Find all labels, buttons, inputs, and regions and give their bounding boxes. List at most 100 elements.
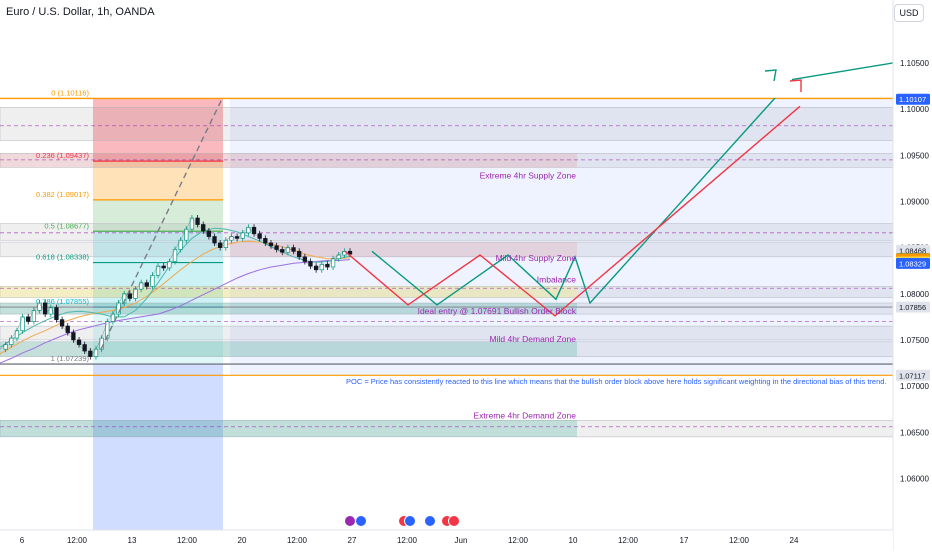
price-tag-box bbox=[896, 93, 930, 105]
candle-body bbox=[122, 293, 127, 304]
imbalance-label: Imbalance bbox=[537, 274, 576, 284]
candle-body bbox=[223, 239, 228, 248]
candle-body bbox=[9, 337, 14, 345]
x-tick-label: 12:00 bbox=[397, 536, 418, 545]
mild-demand-zone-fill bbox=[0, 341, 577, 357]
event-icon bbox=[355, 515, 367, 527]
extreme-demand-zone-fill bbox=[0, 420, 577, 437]
candle-body bbox=[268, 242, 274, 247]
candle-body bbox=[336, 254, 341, 260]
supply-band-upper bbox=[0, 223, 894, 241]
x-tick-label: 12:00 bbox=[177, 536, 198, 545]
candle-body bbox=[20, 316, 25, 332]
projection-path-0 bbox=[371, 97, 776, 306]
x-tick-label: 17 bbox=[680, 536, 689, 545]
y-tick-label: 1.09000 bbox=[900, 197, 929, 206]
candle-body bbox=[229, 236, 234, 241]
y-tick-label: 1.10000 bbox=[900, 105, 929, 114]
projection-path-1 bbox=[344, 105, 801, 317]
candle-body bbox=[302, 256, 307, 262]
x-tick-label: 6 bbox=[20, 536, 25, 545]
candle-body bbox=[178, 239, 183, 250]
candle-body bbox=[280, 249, 285, 253]
candle-body bbox=[37, 302, 42, 311]
candle-body bbox=[172, 249, 178, 262]
candle-body bbox=[110, 313, 116, 322]
candle-body bbox=[127, 293, 132, 299]
price-path bbox=[0, 217, 351, 357]
price-axis-background bbox=[893, 0, 932, 550]
candle-body bbox=[257, 233, 262, 239]
event-icon bbox=[344, 515, 356, 527]
currency-button[interactable]: USD bbox=[894, 4, 924, 22]
projection-arrowhead-red bbox=[789, 79, 802, 92]
price-tag-box bbox=[896, 257, 930, 269]
candle-body bbox=[3, 344, 8, 350]
candle-body bbox=[297, 250, 302, 258]
projection-range-box bbox=[230, 98, 893, 376]
imbalance-fill bbox=[0, 286, 577, 298]
candle-body bbox=[274, 245, 279, 250]
candle-body bbox=[31, 310, 37, 322]
candle-body bbox=[234, 236, 240, 239]
candle-body bbox=[263, 238, 268, 244]
fib-label-1: 1 (1.07239) bbox=[51, 354, 90, 363]
candle-body bbox=[251, 226, 257, 235]
fib-zone-0236-0382 bbox=[93, 161, 223, 200]
price-tag-label: 1.07856 bbox=[899, 303, 926, 312]
order-block-label: Ideal entry @ 1.07691 Bullish Order Bloc… bbox=[418, 306, 577, 316]
candle-body bbox=[155, 265, 161, 276]
fib-label-0.618: 0.618 (1.08338) bbox=[36, 253, 89, 262]
candle-body bbox=[189, 217, 195, 230]
extreme-supply-zone-fill bbox=[0, 153, 577, 168]
y-tick-label: 1.09500 bbox=[900, 151, 929, 160]
candle-body bbox=[14, 330, 20, 339]
fib-label-0.236: 0.236 (1.09437) bbox=[36, 151, 89, 160]
candle-body bbox=[212, 236, 217, 244]
y-tick-label: 1.08000 bbox=[900, 290, 929, 299]
candle-body bbox=[161, 265, 166, 269]
candle-body bbox=[218, 242, 223, 248]
candle-body bbox=[330, 258, 336, 268]
candle-body bbox=[54, 307, 59, 320]
candle-body bbox=[291, 247, 296, 252]
y-tick-label: 1.06000 bbox=[900, 474, 929, 483]
fib-label-0: 0 (1.10116) bbox=[51, 88, 89, 97]
candle-body bbox=[105, 321, 110, 339]
mild-supply-zone-fill bbox=[230, 242, 577, 257]
event-icon bbox=[424, 515, 436, 527]
candle-body bbox=[201, 224, 206, 232]
order-block-fill bbox=[0, 303, 577, 315]
candle-body bbox=[71, 332, 76, 341]
candle-body bbox=[88, 350, 93, 357]
fib-label-0.5: 0.5 (1.08677) bbox=[44, 221, 89, 230]
mid-demand-band bbox=[0, 325, 894, 341]
event-icon bbox=[404, 515, 416, 527]
candle-body bbox=[319, 263, 324, 271]
price-tag-label: 1.10107 bbox=[899, 95, 926, 104]
mild-supply-zone-label: Mild 4hr Supply Zone bbox=[496, 253, 577, 263]
x-tick-label: 12:00 bbox=[287, 536, 308, 545]
candle-body bbox=[144, 282, 149, 287]
mild-demand-zone-label: Mild 4hr Demand Zone bbox=[490, 334, 577, 344]
candle-body bbox=[65, 325, 70, 333]
candle-body bbox=[82, 344, 87, 352]
x-tick-label: 24 bbox=[790, 536, 799, 545]
x-tick-label: 20 bbox=[238, 536, 247, 545]
y-tick-label: 1.07500 bbox=[900, 336, 929, 345]
moving-average-0 bbox=[0, 259, 351, 364]
x-tick-label: 10 bbox=[569, 536, 578, 545]
symbol-title: Euro / U.S. Dollar, 1h, OANDA bbox=[6, 6, 155, 18]
fib-label-0.382: 0.382 (1.09017) bbox=[36, 190, 89, 199]
x-tick-label: Jun bbox=[455, 536, 468, 545]
x-tick-label: 12:00 bbox=[729, 536, 750, 545]
candle-body bbox=[26, 316, 31, 322]
candle-body bbox=[43, 302, 48, 315]
candle-body bbox=[206, 230, 212, 237]
candle-body bbox=[138, 282, 144, 290]
x-tick-label: 12:00 bbox=[508, 536, 529, 545]
x-tick-label: 27 bbox=[348, 536, 357, 545]
